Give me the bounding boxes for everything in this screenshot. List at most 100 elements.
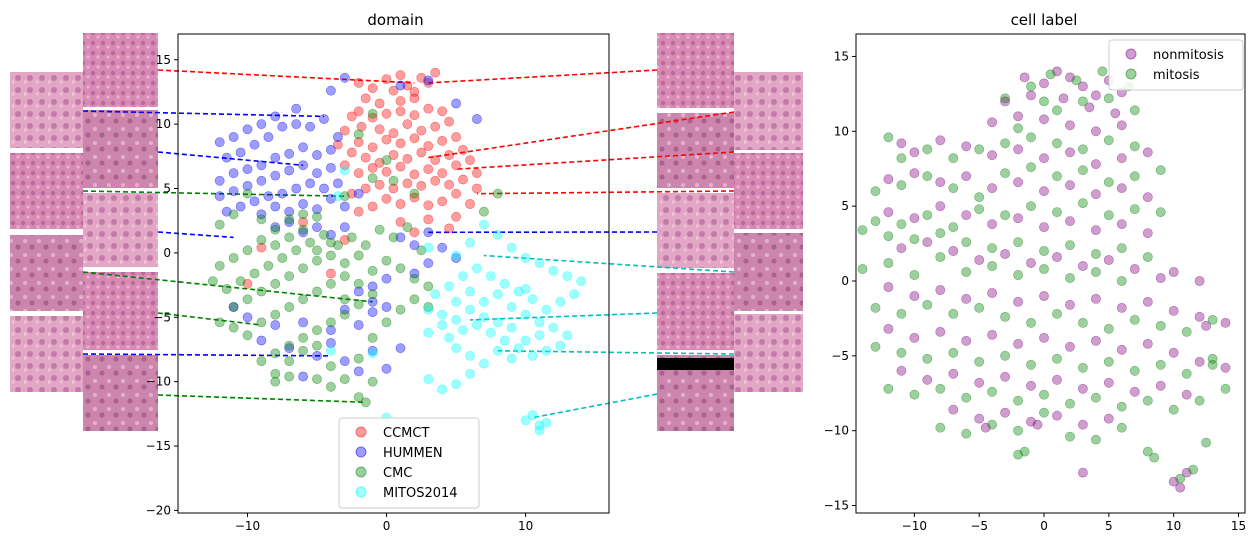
point-nonmitosis-27 bbox=[1091, 159, 1101, 170]
point-mitos2014-9 bbox=[534, 258, 545, 269]
point-mitosis-123 bbox=[1019, 446, 1030, 457]
point-mitos2014-27 bbox=[465, 304, 475, 315]
point-mitos2014-61 bbox=[437, 384, 448, 395]
point-ccmct-83 bbox=[451, 211, 461, 222]
point-mitosis-106 bbox=[1091, 392, 1101, 403]
point-cmc-0 bbox=[367, 108, 378, 119]
point-mitosis-100 bbox=[935, 383, 946, 394]
point-cmc-4 bbox=[388, 175, 399, 186]
point-mitos2014-65 bbox=[527, 410, 538, 420]
point-ccmct-32 bbox=[381, 134, 392, 145]
point-nonmitosis-72 bbox=[1065, 299, 1075, 310]
domain-plot-frame bbox=[177, 33, 610, 514]
point-hummen-62 bbox=[395, 232, 406, 243]
point-hummen-64 bbox=[423, 227, 434, 238]
tissue-thumbnail bbox=[83, 272, 158, 350]
point-cmc-33 bbox=[325, 250, 336, 261]
point-ccmct-21 bbox=[444, 116, 454, 127]
point-nonmitosis-21 bbox=[935, 135, 946, 146]
point-hummen-4 bbox=[256, 119, 267, 129]
point-nonmitosis-24 bbox=[1013, 144, 1023, 155]
point-nonmitosis-23 bbox=[987, 150, 997, 161]
point-mitosis-125 bbox=[1188, 464, 1198, 475]
point-cmc-17 bbox=[235, 276, 246, 287]
point-nonmitosis-112 bbox=[1032, 419, 1043, 430]
point-mitos2014-11 bbox=[562, 271, 573, 281]
point-ccmct-81 bbox=[395, 217, 406, 227]
point-mitosis-19 bbox=[1052, 138, 1062, 149]
point-mitosis-65 bbox=[1013, 270, 1023, 280]
point-nonmitosis-79 bbox=[883, 323, 894, 334]
point-cmc-53 bbox=[381, 255, 392, 266]
point-nonmitosis-61 bbox=[1129, 264, 1140, 274]
point-mitos2014-44 bbox=[451, 343, 461, 354]
point-nonmitosis-13 bbox=[987, 117, 997, 128]
point-mitos2014-55 bbox=[465, 286, 475, 297]
point-mitosis-84 bbox=[870, 341, 881, 352]
point-mitosis-39 bbox=[974, 204, 985, 214]
point-nonmitosis-36 bbox=[1039, 186, 1049, 197]
point-mitosis-11 bbox=[1129, 105, 1140, 116]
point-hummen-22 bbox=[256, 160, 267, 171]
point-cmc-20 bbox=[277, 253, 288, 263]
point-hummen-28 bbox=[256, 175, 267, 186]
y-tick-label: 10 bbox=[834, 124, 849, 138]
point-hummen-60 bbox=[471, 114, 482, 124]
point-hummen-66 bbox=[451, 253, 461, 263]
point-nonmitosis-76 bbox=[1168, 305, 1179, 316]
point-mitosis-96 bbox=[1181, 368, 1192, 379]
tissue-thumbnail bbox=[10, 235, 83, 311]
point-nonmitosis-55 bbox=[974, 255, 985, 265]
point-nonmitosis-95 bbox=[974, 377, 985, 388]
connector-line bbox=[532, 393, 658, 419]
y-tick-label: −20 bbox=[146, 503, 171, 517]
series-mitosis bbox=[857, 66, 1231, 484]
point-nonmitosis-90 bbox=[1168, 347, 1179, 358]
point-nonmitosis-44 bbox=[961, 210, 972, 220]
legend-entry: mitosis bbox=[1153, 68, 1200, 83]
point-cmc-12 bbox=[242, 245, 253, 256]
point-mitosis-98 bbox=[883, 383, 894, 394]
point-hummen-74 bbox=[367, 307, 378, 317]
point-ccmct-41 bbox=[416, 147, 427, 158]
point-mitosis-111 bbox=[1220, 383, 1231, 394]
point-mitos2014-7 bbox=[506, 242, 517, 253]
point-hummen-75 bbox=[339, 304, 350, 315]
connector-line bbox=[428, 69, 658, 84]
point-mitosis-42 bbox=[1052, 207, 1062, 217]
point-mitosis-46 bbox=[1155, 207, 1166, 217]
point-nonmitosis-33 bbox=[961, 171, 972, 182]
point-cmc-19 bbox=[263, 260, 274, 271]
point-ccmct-85 bbox=[423, 214, 434, 225]
legend-marker bbox=[355, 466, 367, 478]
point-mitos2014-36 bbox=[541, 345, 552, 356]
point-nonmitosis-26 bbox=[1065, 147, 1075, 158]
point-ccmct-60 bbox=[444, 179, 454, 190]
point-mitos2014-33 bbox=[548, 322, 559, 333]
point-nonmitosis-118 bbox=[1201, 320, 1211, 331]
point-nonmitosis-1 bbox=[1039, 78, 1049, 89]
point-hummen-17 bbox=[325, 144, 336, 155]
point-cmc-39 bbox=[242, 294, 253, 305]
point-mitosis-63 bbox=[961, 267, 972, 277]
legend-entry: CCMCT bbox=[383, 426, 429, 441]
point-cmc-43 bbox=[242, 330, 253, 341]
point-mitos2014-41 bbox=[471, 320, 482, 330]
point-ccmct-66 bbox=[360, 183, 371, 194]
point-mitosis-23 bbox=[870, 186, 881, 197]
connector-line bbox=[428, 111, 735, 159]
point-hummen-3 bbox=[270, 111, 281, 122]
point-ccmct-30 bbox=[353, 137, 364, 148]
point-cmc-13 bbox=[228, 253, 239, 263]
point-hummen-24 bbox=[228, 168, 239, 178]
x-tick-label: 10 bbox=[518, 519, 533, 533]
point-cmc-25 bbox=[346, 232, 357, 243]
point-hummen-83 bbox=[284, 343, 295, 354]
point-hummen-67 bbox=[423, 258, 434, 269]
y-tick-label: 5 bbox=[841, 199, 849, 213]
point-mitosis-75 bbox=[1000, 311, 1010, 322]
point-nonmitosis-105 bbox=[974, 413, 985, 424]
point-nonmitosis-9 bbox=[1026, 90, 1036, 101]
point-mitos2014-2 bbox=[423, 242, 434, 253]
point-cmc-94 bbox=[312, 245, 322, 256]
